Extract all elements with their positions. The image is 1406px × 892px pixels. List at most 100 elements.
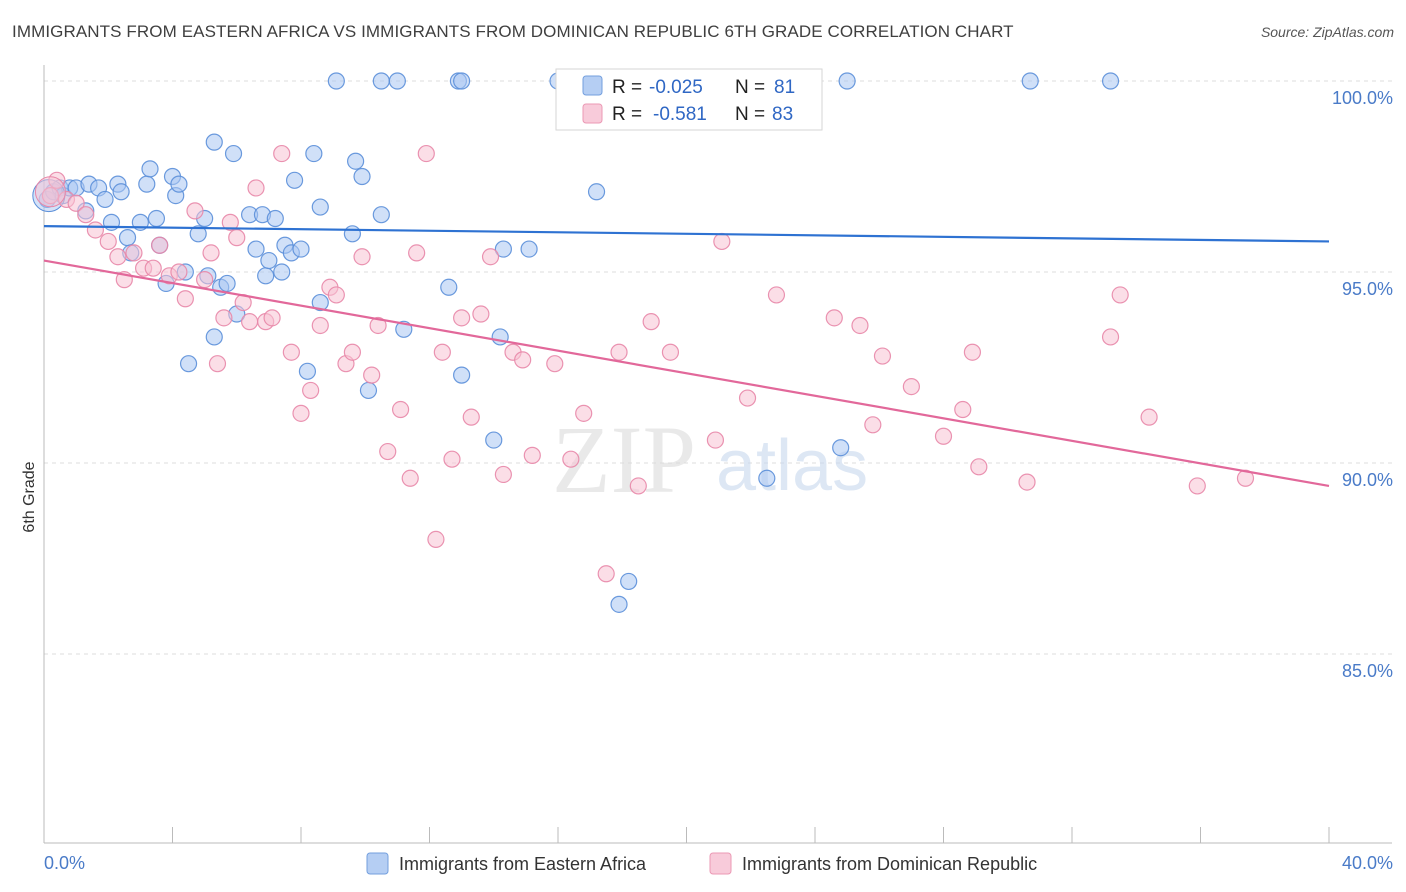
point-blue-26 (189, 225, 207, 243)
legend-r-label-2: R = (612, 104, 642, 125)
point-pink-42 (401, 469, 419, 487)
point-pink-28 (273, 144, 291, 163)
point-pink-79 (1111, 286, 1129, 304)
point-pink-65 (713, 232, 731, 251)
point-pink-17 (196, 271, 214, 289)
point-pink-41 (391, 400, 410, 419)
point-pink-29 (282, 343, 300, 361)
point-pink-4 (77, 206, 95, 224)
point-blue-48 (311, 293, 329, 312)
point-blue-76 (838, 72, 856, 90)
point-blue-41 (273, 263, 291, 281)
point-pink-15 (176, 290, 194, 308)
y-tick-label-95: 95.0% (1342, 279, 1393, 299)
point-pink-34 (327, 286, 345, 304)
point-pink-6 (99, 232, 117, 251)
point-pink-19 (208, 355, 227, 373)
point-blue-77 (1021, 72, 1039, 90)
point-pink-54 (514, 351, 532, 369)
point-pink-cluster (34, 176, 66, 208)
trend-lines (43, 225, 1330, 488)
watermark-atlas: atlas (716, 426, 868, 506)
point-pink-46 (433, 343, 451, 361)
point-blue-45 (292, 240, 310, 258)
point-blue-33 (224, 144, 243, 163)
point-pink-67 (767, 286, 786, 304)
point-pink-72 (902, 378, 920, 396)
point-pink-20 (215, 309, 233, 327)
series-dominican-republic-points (34, 144, 1255, 583)
legend-n-value-2: 83 (772, 104, 793, 125)
point-pink-66 (738, 389, 757, 407)
point-blue-55 (372, 72, 390, 90)
point-pink-30 (292, 404, 310, 422)
point-blue-25 (179, 355, 198, 373)
point-blue-69 (587, 183, 606, 201)
point-pink-57 (562, 450, 580, 468)
point-pink-36 (343, 343, 361, 361)
point-pink-68 (825, 309, 843, 327)
point-blue-75 (832, 439, 850, 457)
point-pink-70 (864, 416, 882, 434)
point-pink-45 (427, 530, 445, 549)
point-pink-47 (443, 450, 461, 468)
point-blue-70 (610, 595, 628, 613)
point-blue-46 (298, 362, 317, 380)
point-blue-29 (205, 328, 223, 346)
point-pink-9 (125, 244, 143, 262)
point-pink-18 (202, 244, 220, 262)
point-blue-65 (494, 240, 512, 258)
point-blue-13 (118, 229, 137, 247)
point-pink-77 (1018, 473, 1036, 491)
point-pink-51 (481, 248, 500, 266)
legend-bottom-label-pink: Immigrants from Dominican Republic (742, 854, 1037, 874)
point-blue-9 (96, 190, 114, 209)
point-pink-56 (546, 355, 564, 373)
point-pink-44 (417, 144, 435, 163)
point-blue-44 (285, 171, 304, 189)
legend-n-label-2: N = (735, 104, 765, 125)
point-pink-37 (353, 248, 371, 266)
y-tick-label-85: 85.0% (1342, 661, 1393, 681)
point-blue-38 (257, 267, 275, 285)
point-pink-40 (379, 442, 397, 461)
point-pink-25 (247, 179, 265, 197)
legend-r-label-1: R = (612, 77, 642, 98)
point-pink-16 (186, 202, 204, 220)
point-blue-47 (305, 144, 323, 163)
point-blue-36 (247, 240, 265, 258)
point-blue-78 (1101, 72, 1120, 90)
point-pink-71 (873, 347, 892, 365)
legend-n-value-1: 81 (774, 77, 795, 98)
point-pink-24 (241, 313, 259, 331)
point-pink-43 (408, 244, 426, 262)
point-blue-49 (311, 198, 329, 216)
point-pink-11 (144, 259, 162, 277)
point-pink-73 (934, 427, 953, 445)
y-tick-label-90: 90.0% (1342, 470, 1393, 490)
point-blue-18 (147, 209, 166, 228)
point-blue-61 (453, 72, 471, 90)
point-blue-30 (205, 133, 223, 151)
point-pink-62 (642, 313, 660, 331)
point-pink-21 (221, 213, 239, 231)
point-blue-50 (327, 72, 345, 90)
tick-labels: 85.0% 90.0% 95.0% 100.0% 0.0% 40.0% (44, 88, 1393, 873)
point-blue-16 (138, 175, 156, 193)
point-pink-14 (170, 263, 188, 281)
x-tick-label-max: 40.0% (1342, 853, 1393, 873)
point-pink-12 (151, 236, 169, 254)
point-blue-23 (170, 175, 188, 193)
y-tick-label-100: 100.0% (1332, 88, 1393, 108)
point-blue-17 (141, 160, 159, 178)
point-pink-78 (1101, 328, 1120, 346)
source-label: Source: ZipAtlas.com (1260, 24, 1394, 40)
point-pink-31 (302, 381, 320, 400)
trend-line-pink (43, 259, 1330, 488)
point-pink-75 (963, 343, 982, 361)
point-pink-76 (970, 458, 988, 476)
legend-bottom-swatch-pink (709, 852, 732, 875)
point-pink-55 (523, 446, 541, 464)
point-pink-38 (363, 366, 381, 384)
